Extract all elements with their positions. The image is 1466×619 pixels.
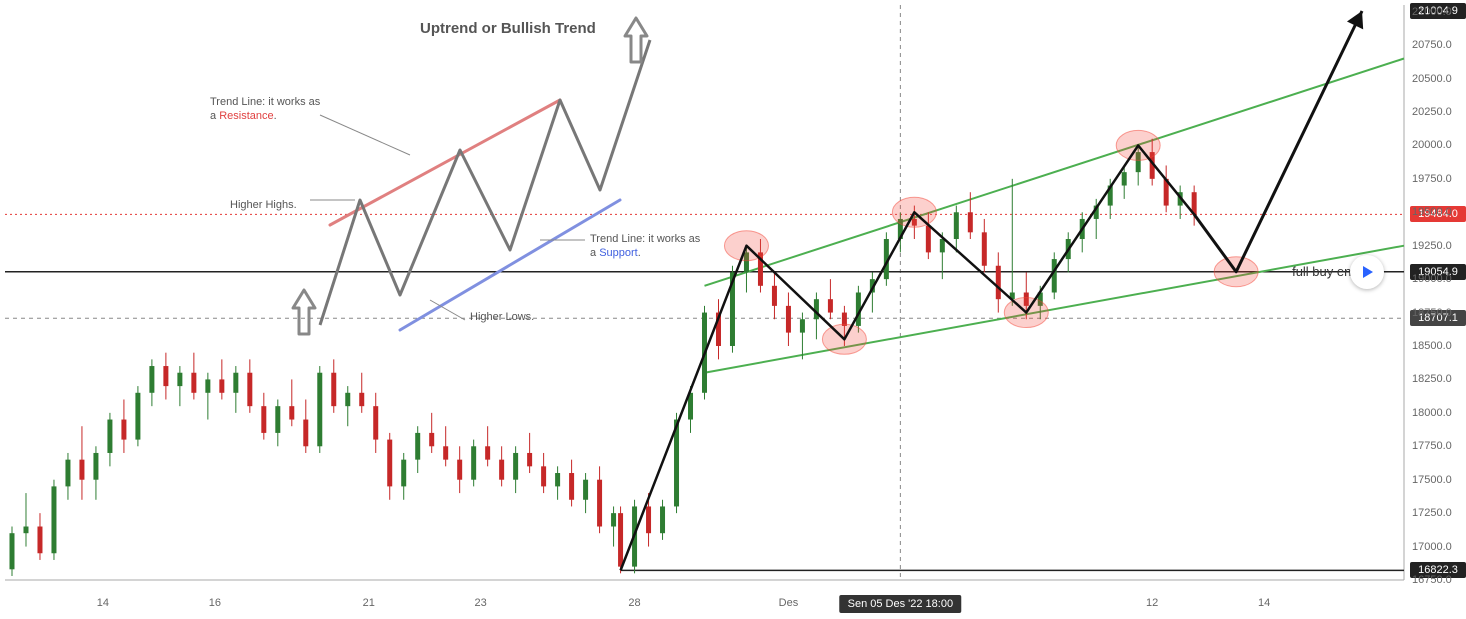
education-support-label: Trend Line: it works asa Support. bbox=[590, 232, 700, 261]
y-tick-label: 20000.0 bbox=[1412, 139, 1460, 151]
play-icon bbox=[1359, 264, 1375, 280]
x-tick-label: 12 bbox=[1146, 597, 1158, 609]
x-tick-label: Des bbox=[779, 597, 799, 609]
y-tick-label: 18250.0 bbox=[1412, 373, 1460, 385]
education-higher-highs-label: Higher Highs. bbox=[230, 198, 297, 212]
y-tick-label: 17250.0 bbox=[1412, 507, 1460, 519]
y-tick-label: 18000.0 bbox=[1412, 407, 1460, 419]
x-tick-label: 14 bbox=[97, 597, 109, 609]
x-tick-label: 21 bbox=[363, 597, 375, 609]
chart-root: 21004.919484.019054.918707.116822.3 1675… bbox=[0, 0, 1466, 619]
x-tick-label: 14 bbox=[1258, 597, 1270, 609]
y-tick-label: 20750.0 bbox=[1412, 39, 1460, 51]
y-tick-label: 17500.0 bbox=[1412, 474, 1460, 486]
y-tick-label: 19000.0 bbox=[1412, 273, 1460, 285]
y-tick-label: 21000.0 bbox=[1412, 6, 1460, 18]
y-tick-label: 19250.0 bbox=[1412, 240, 1460, 252]
y-tick-label: 18500.0 bbox=[1412, 340, 1460, 352]
y-tick-label: 18750.0 bbox=[1412, 307, 1460, 319]
y-tick-label: 16750.0 bbox=[1412, 574, 1460, 586]
chart-svg[interactable] bbox=[0, 0, 1466, 619]
play-button[interactable] bbox=[1350, 255, 1384, 289]
x-tick-label: 23 bbox=[475, 597, 487, 609]
y-tick-label: 17000.0 bbox=[1412, 541, 1460, 553]
x-tick-label: 16 bbox=[209, 597, 221, 609]
education-title: Uptrend or Bullish Trend bbox=[420, 20, 596, 37]
x-tick-label: 28 bbox=[628, 597, 640, 609]
education-resistance-label: Trend Line: it works asa Resistance. bbox=[210, 95, 320, 124]
y-tick-label: 19500.0 bbox=[1412, 206, 1460, 218]
education-higher-lows-label: Higher Lows. bbox=[470, 310, 534, 324]
y-tick-label: 19750.0 bbox=[1412, 173, 1460, 185]
y-tick-label: 20250.0 bbox=[1412, 106, 1460, 118]
crosshair-time-tooltip: Sen 05 Des '22 18:00 bbox=[840, 595, 961, 613]
y-tick-label: 20500.0 bbox=[1412, 73, 1460, 85]
y-tick-label: 17750.0 bbox=[1412, 440, 1460, 452]
